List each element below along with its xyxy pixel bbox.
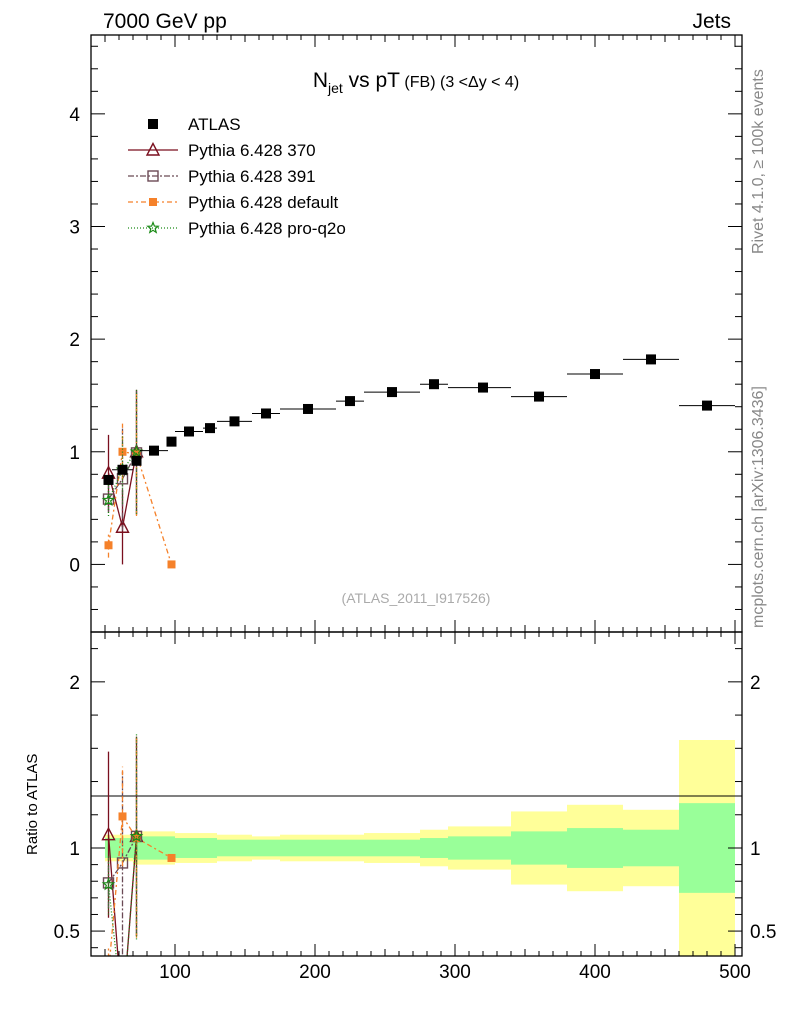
pdefault-ratio-line [109,814,172,956]
band-inner [567,828,623,868]
band-inner [420,838,448,858]
title-n: N [313,69,328,92]
title-fb: (FB) [400,74,440,91]
pdefault-ratio-point [118,812,127,821]
pq2o-ratio-point [129,829,144,843]
atlas-data-points [103,354,735,485]
atlas-point [261,408,271,419]
ratio-y-tick-label-left: 2 [69,673,80,694]
ratio-y-tick-label-right: 1 [750,839,761,860]
main-y-tick-label: 3 [69,217,80,238]
atlas-point [166,436,177,447]
atlas-point [429,379,439,390]
band-inner [679,803,735,893]
ratio-y-tick-label-right: 0.5 [750,922,776,943]
atlas-point [117,464,128,475]
band-inner [112,838,133,858]
rivet-label: Rivet 4.1.0, ≥ 100k events [750,69,767,254]
ratio-panel-frame [90,631,743,957]
legend-label: ATLAS [188,115,241,134]
atlas-point [149,445,159,456]
ratio-uncertainty-bands [105,740,735,956]
legend-label: Pythia 6.428 370 [188,141,316,160]
band-inner [175,838,203,858]
atlas-point [478,382,488,393]
pq2o-ratio-point [101,877,116,891]
header-process: Jets [692,10,731,33]
ratio-mc-series [101,733,176,956]
pdefault-main-point [167,560,176,569]
band-inner [448,836,511,860]
legend-label: Pythia 6.428 pro-q2o [188,219,346,238]
atlas-point [205,423,215,434]
atlas-point [303,403,313,414]
legend-marker-pq2o [146,220,160,234]
atlas-point [103,474,114,485]
atlas-point [702,400,712,411]
pdefault-main-line [107,451,173,565]
band-inner [336,839,364,857]
band-inner [364,839,420,857]
band-inner [623,829,679,867]
atlas-point [534,391,544,402]
band-inner [203,838,217,858]
title-rest: vs pT [343,69,400,92]
plot-title: Njet vs pT (FB) (3 <Δy < 4) [313,69,519,96]
pq2o-main-point [101,493,116,507]
legend-marker-p391 [147,170,159,182]
x-tick-label: 100 [159,962,191,983]
x-tick-label: 500 [719,962,751,983]
x-tick-label: 300 [439,962,471,983]
atlas-point [387,387,397,398]
band-inner [511,831,567,865]
title-sub: jet [327,80,343,96]
atlas-point [345,396,355,407]
band-inner [217,839,252,857]
atlas-point [229,416,240,427]
legend: ATLAS Pythia 6.428 370 Pythia 6.428 391 Pyt… [128,115,346,238]
analysis-id: (ATLAS_2011_I917526) [342,590,491,606]
band-inner [140,836,168,860]
pdefault-ratio-point [167,853,176,862]
ratio-axis-label: Ratio to ATLAS [24,754,41,855]
x-tick-label: 400 [579,962,611,983]
mcplots-label: mcplots.cern.ch [arXiv:1306.3436] [750,386,767,628]
title-range: (3 <Δy < 4) [440,74,519,91]
legend-marker-pdefault [149,198,157,206]
legend-marker-p370 [145,141,161,156]
ratio-y-tick-label-left: 1 [69,839,80,860]
p370-main-point [115,519,130,533]
legend-marker-atlas [148,119,158,129]
band-inner [168,836,175,860]
pq2o-main-point [129,444,144,458]
legend-label: Pythia 6.428 default [188,193,339,212]
main-y-tick-label: 0 [69,555,80,576]
band-inner [280,839,336,857]
legend-label: Pythia 6.428 391 [188,167,316,186]
atlas-point [590,369,600,380]
band-inner [252,839,280,857]
main-y-tick-label: 4 [69,105,80,126]
pdefault-main-point [104,541,113,550]
main-y-tick-label: 1 [69,443,80,464]
p370-ratio-point [101,826,116,841]
axes: 100 200 300 400 500 0 1 2 3 4 0.5 0.5 1 1 2 2 [54,35,776,983]
x-tick-label: 200 [299,962,331,983]
pq2o-ratio-line [107,836,138,956]
atlas-point [646,354,656,365]
atlas-point [131,455,142,466]
atlas-point [184,426,194,437]
ratio-y-tick-label-left: 0.5 [54,922,80,943]
ratio-y-tick-label-right: 2 [750,673,761,694]
header-energy: 7000 GeV pp [103,10,227,33]
main-y-tick-label: 2 [69,330,80,351]
